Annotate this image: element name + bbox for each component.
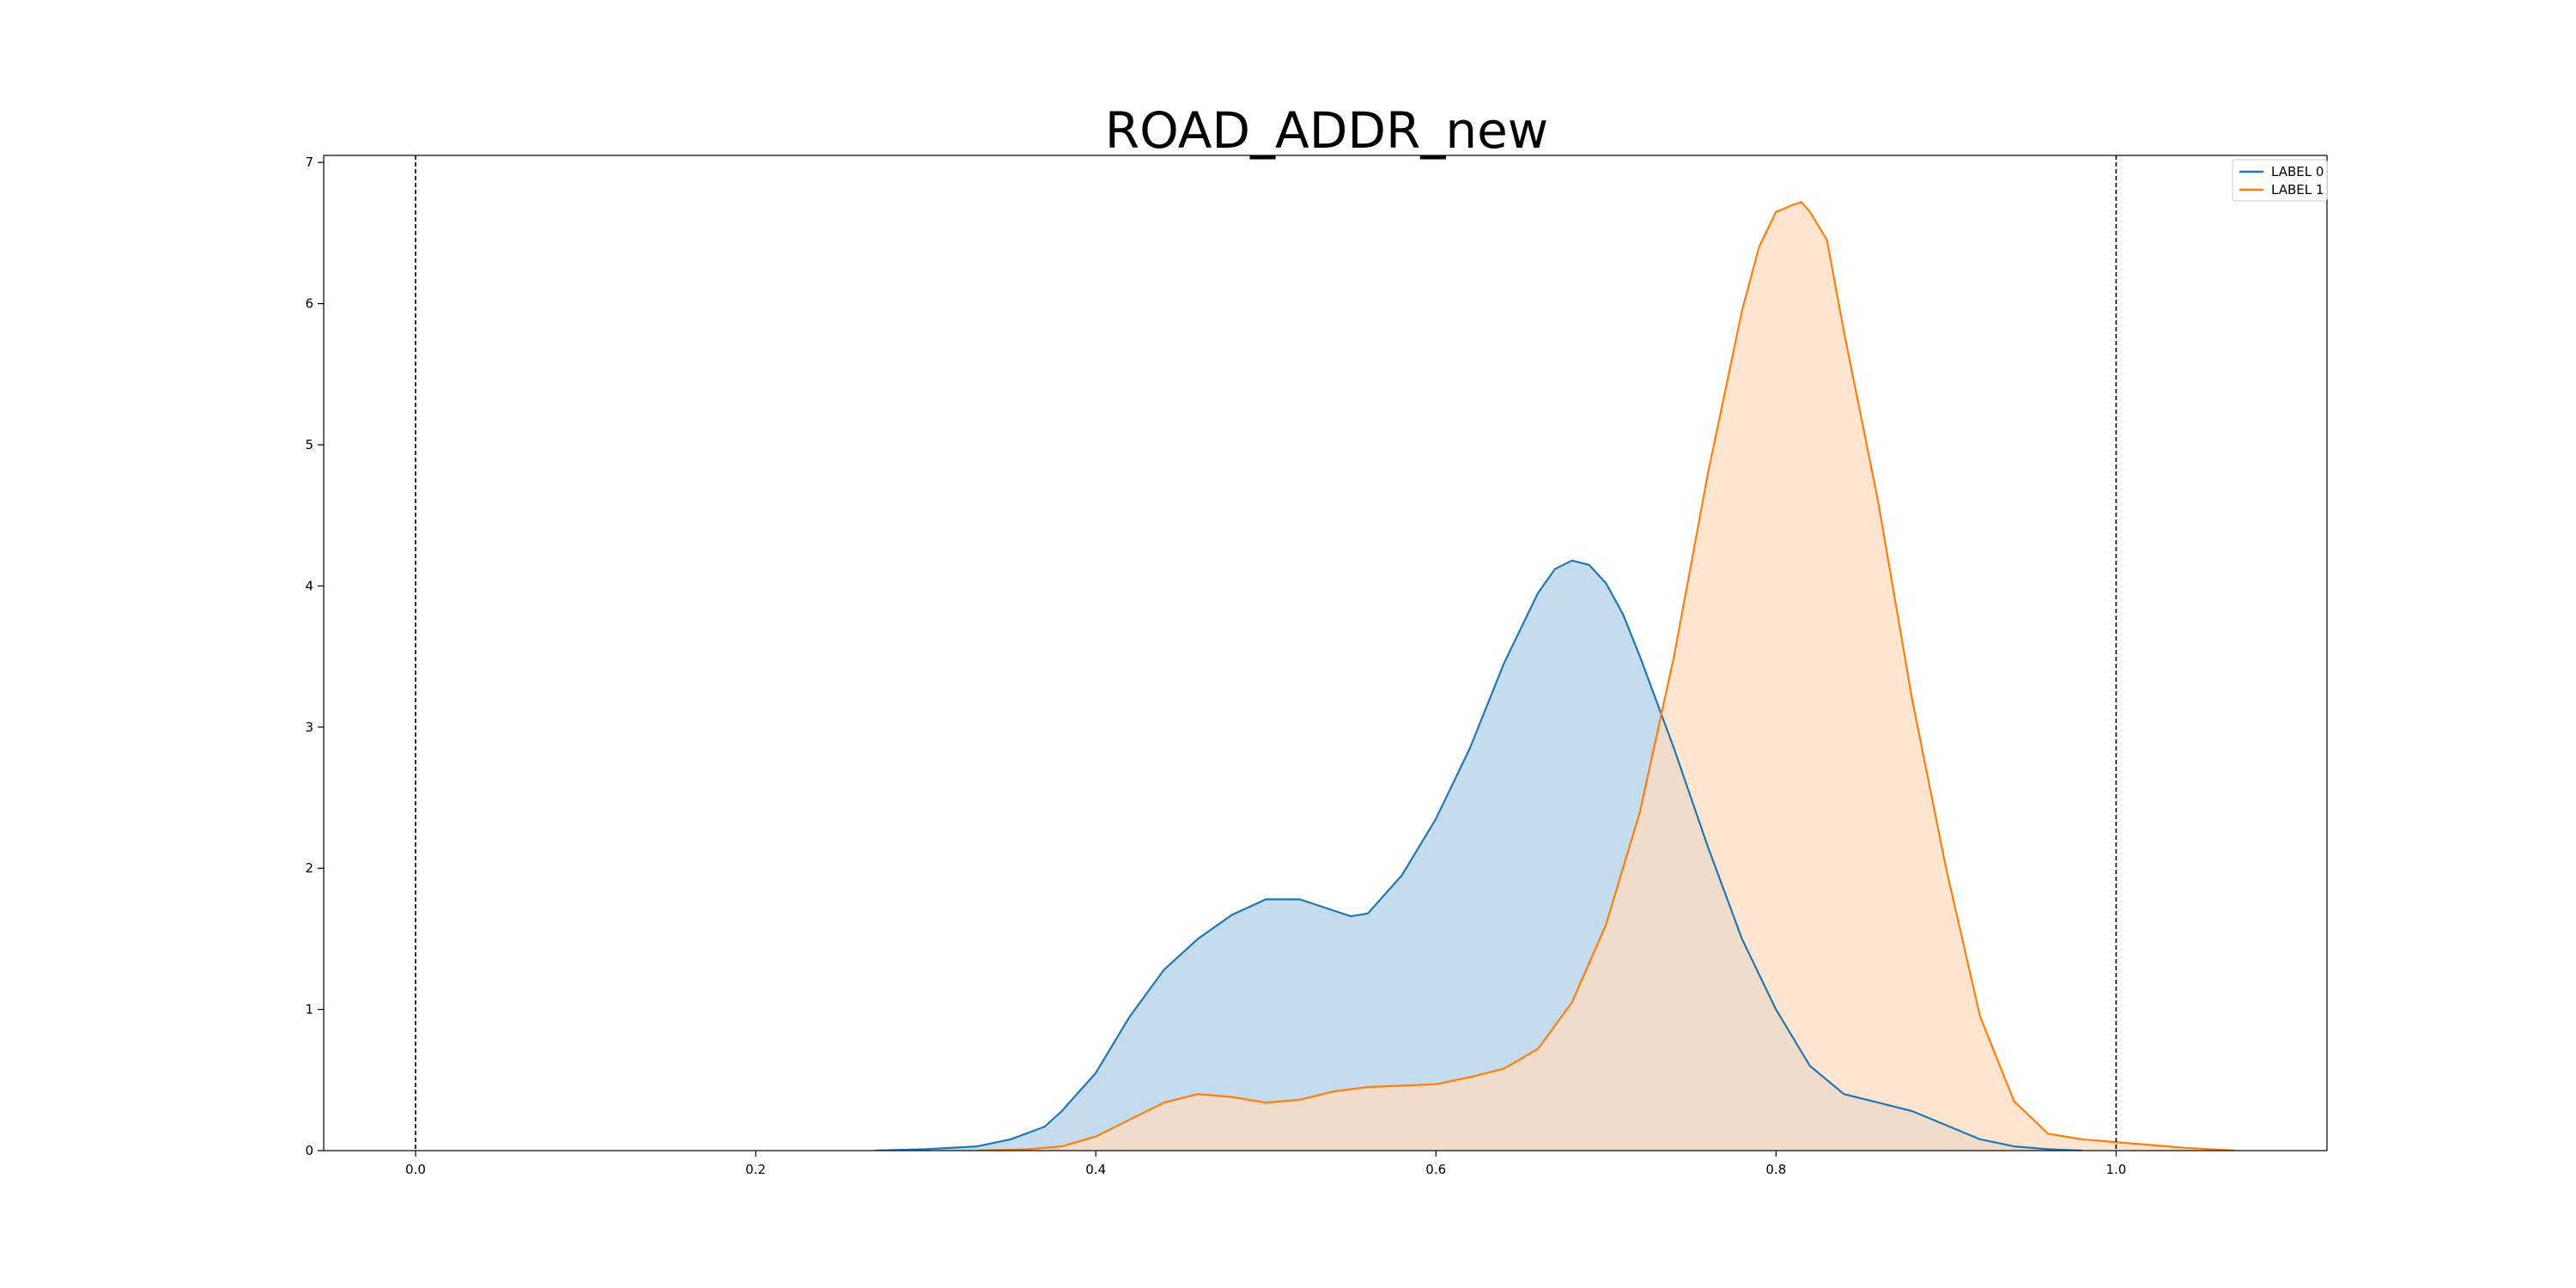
x-tick-label: 0.0 xyxy=(405,1162,426,1177)
x-tick-label: 0.8 xyxy=(1765,1162,1786,1177)
chart-title: ROAD_ADDR_new xyxy=(1105,101,1548,160)
y-tick-label: 7 xyxy=(305,155,313,170)
y-tick-label: 5 xyxy=(305,437,313,453)
series-group xyxy=(874,201,2236,1151)
legend-label-0: LABEL 0 xyxy=(2271,164,2324,179)
y-tick-label: 1 xyxy=(305,1002,313,1018)
x-tick-label: 0.4 xyxy=(1085,1162,1106,1177)
y-tick-label: 6 xyxy=(305,296,313,312)
legend-label-1: LABEL 1 xyxy=(2271,182,2324,197)
axes-frame xyxy=(323,155,2328,1151)
plot-area xyxy=(415,155,2236,1151)
x-tick-label: 0.6 xyxy=(1425,1162,1446,1177)
y-tick-label: 3 xyxy=(305,720,313,735)
legend: LABEL 0 LABEL 1 xyxy=(2232,159,2328,202)
y-tick-label: 2 xyxy=(305,860,313,876)
y-tick-label: 4 xyxy=(305,578,313,593)
x-tick-label: 0.2 xyxy=(745,1162,766,1177)
area-fill-label-1 xyxy=(976,202,2236,1151)
area-fill-label-0 xyxy=(874,560,2082,1151)
x-tick-label: 1.0 xyxy=(2105,1162,2126,1177)
density-line-label-1 xyxy=(976,201,2236,1151)
density-line-label-0 xyxy=(874,559,2082,1151)
y-tick-label: 0 xyxy=(305,1143,313,1158)
axes: 0.0 0.2 0.4 0.6 0.8 1.0 0 1 2 3 4 5 6 7 xyxy=(305,155,2328,1177)
